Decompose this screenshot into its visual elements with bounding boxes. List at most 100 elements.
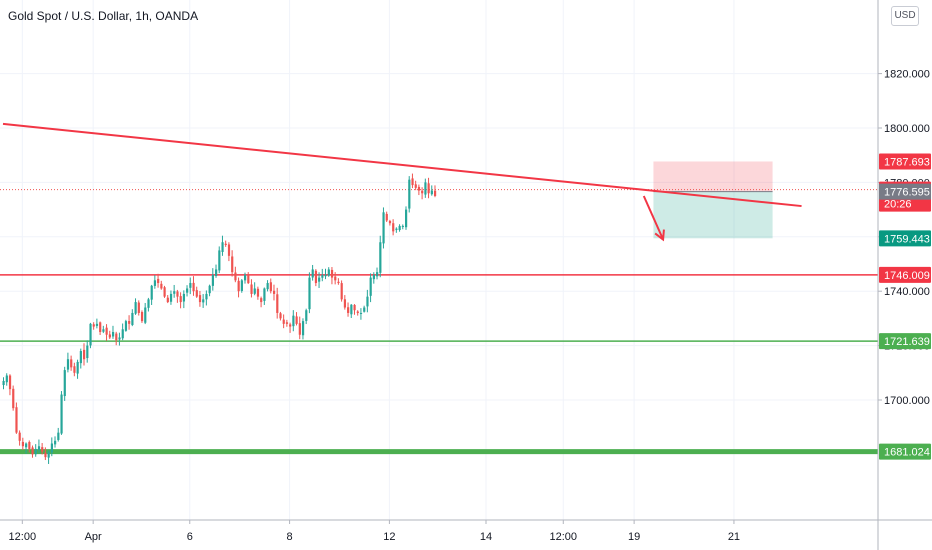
candle-body xyxy=(263,288,266,301)
candle-body xyxy=(140,312,144,322)
candle-body xyxy=(21,441,25,447)
candle-body xyxy=(8,375,12,390)
price-badge xyxy=(879,443,931,460)
candle-body xyxy=(289,324,292,327)
candle-body xyxy=(131,312,134,325)
candle-body xyxy=(54,440,57,445)
drawings xyxy=(2,122,802,242)
trendline[interactable] xyxy=(2,122,802,208)
x-tick-label: 12:00 xyxy=(9,531,37,543)
candle-body xyxy=(18,432,21,441)
candle-body xyxy=(2,380,5,386)
price-badge xyxy=(879,153,931,170)
candle-body xyxy=(12,388,15,409)
candle-body xyxy=(60,394,63,434)
candle-body xyxy=(218,250,221,271)
candle-body xyxy=(430,190,433,195)
candle-body xyxy=(253,288,256,294)
candle-body xyxy=(295,316,298,324)
price-badge xyxy=(879,333,931,350)
candle-body xyxy=(124,321,128,331)
candle-body xyxy=(115,333,118,341)
candle-body xyxy=(279,313,282,319)
price-badge xyxy=(879,183,931,200)
candle-body xyxy=(347,307,350,313)
candle-body xyxy=(244,274,247,281)
candles xyxy=(2,173,437,464)
candle-body xyxy=(411,178,414,186)
candle-body xyxy=(392,223,395,232)
candle-body xyxy=(5,375,8,383)
candle-body xyxy=(50,443,53,453)
candle-body xyxy=(372,274,375,280)
candle-body xyxy=(182,293,186,302)
candle-body xyxy=(160,283,163,289)
x-tick-label: 21 xyxy=(728,531,740,543)
candle-body xyxy=(359,312,363,314)
candle-body xyxy=(63,370,66,397)
price-badge-label: 1759.443 xyxy=(884,233,930,245)
candle-body xyxy=(79,351,82,364)
candle-body xyxy=(15,407,18,433)
candle-body xyxy=(405,209,408,228)
candle-body xyxy=(173,291,176,294)
candle-body xyxy=(356,311,359,313)
candle-body xyxy=(76,361,79,374)
candle-body xyxy=(147,299,150,308)
candle-body xyxy=(266,283,269,290)
candle-body xyxy=(92,324,95,327)
x-tick-label: 14 xyxy=(480,531,492,543)
candle-body xyxy=(150,285,153,300)
take-profit-zone[interactable] xyxy=(653,191,773,239)
candle-body xyxy=(240,280,243,291)
candle-body xyxy=(108,334,111,338)
candle-body xyxy=(398,225,401,231)
candle-body xyxy=(298,323,301,335)
candle-body xyxy=(417,186,421,191)
candle-body xyxy=(343,299,347,308)
x-tick-label: 8 xyxy=(287,531,293,543)
candle-body xyxy=(221,242,224,252)
candle-body xyxy=(202,299,205,303)
candle-body xyxy=(169,293,173,302)
currency-button[interactable]: USD xyxy=(891,6,919,26)
candle-body xyxy=(250,284,253,294)
candle-body xyxy=(237,280,240,292)
candle-body xyxy=(111,332,115,337)
x-tick-label: Apr xyxy=(85,531,102,543)
candle-body xyxy=(401,225,404,227)
y-tick-label: 1800.000 xyxy=(884,123,930,135)
candle-body xyxy=(215,269,218,277)
candle-body xyxy=(118,337,121,340)
candle-body xyxy=(41,447,44,452)
arrow-shaft[interactable] xyxy=(642,195,665,240)
grid xyxy=(0,0,878,520)
candle-body xyxy=(234,272,237,281)
candle-body xyxy=(376,272,379,277)
candle-body xyxy=(340,283,343,300)
candle-body xyxy=(272,290,276,294)
candle-body xyxy=(427,183,430,194)
candle-body xyxy=(198,295,202,303)
candle-body xyxy=(305,310,308,321)
candle-body xyxy=(176,291,179,297)
candle-body xyxy=(31,447,34,455)
candle-body xyxy=(86,345,89,359)
candle-body xyxy=(73,366,76,373)
candle-body xyxy=(369,277,372,296)
price-badge-label: 1746.009 xyxy=(884,270,930,282)
price-badge-label: 1721.639 xyxy=(884,336,930,348)
candle-body xyxy=(134,302,137,314)
candle-body xyxy=(350,304,353,315)
price-badge-label: 1681.024 xyxy=(884,447,930,459)
candle-body xyxy=(28,441,31,449)
price-badge xyxy=(879,266,931,283)
candle-body xyxy=(211,274,214,286)
candle-body xyxy=(276,294,279,313)
candle-body xyxy=(95,323,99,326)
candle-body xyxy=(324,274,327,277)
stop-loss-zone[interactable] xyxy=(653,161,773,192)
candle-body xyxy=(385,213,388,221)
